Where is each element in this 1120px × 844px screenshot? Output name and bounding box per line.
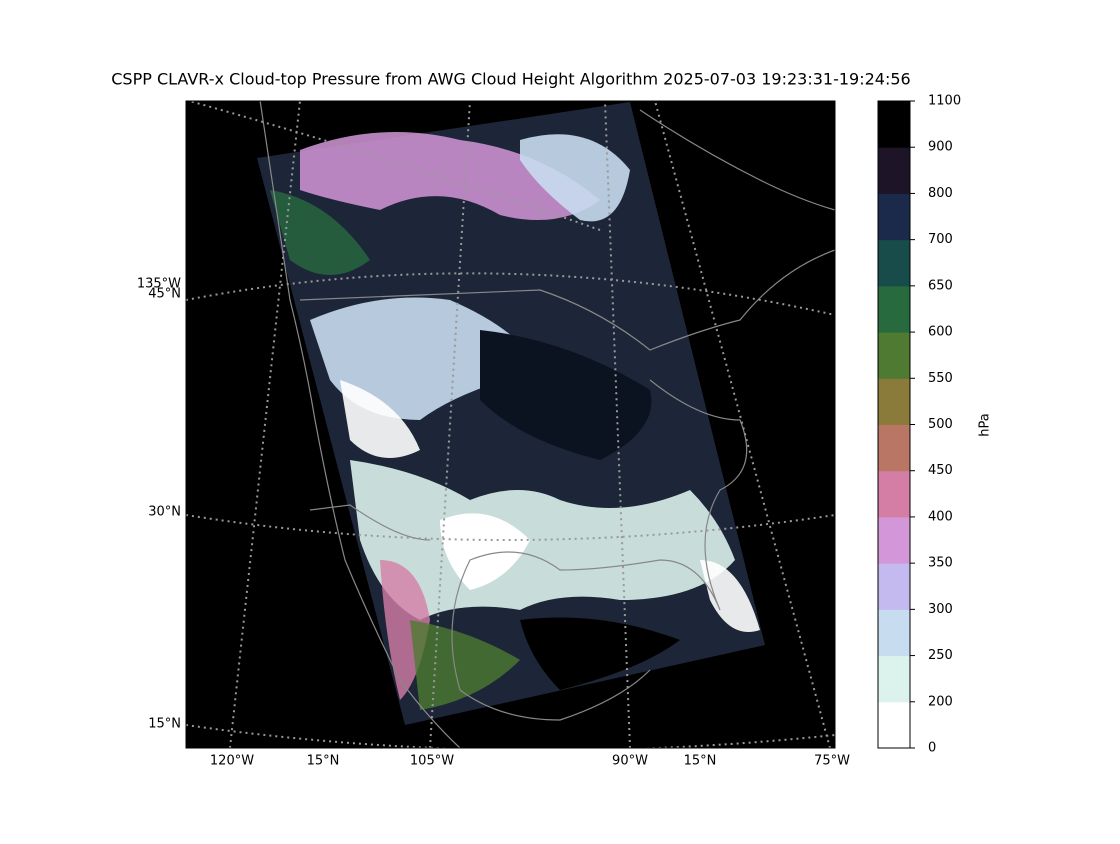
map-label: 15°N	[307, 754, 340, 769]
colorbar-tick-label: 0	[928, 741, 936, 756]
map-label: 135°W	[137, 277, 181, 292]
map-label: 90°W	[612, 754, 648, 769]
graticule	[186, 101, 835, 748]
map	[186, 101, 835, 748]
map-label: 15°N	[684, 754, 717, 769]
colorbar-tick-label: 900	[928, 140, 953, 155]
colorbar-swatch	[878, 378, 910, 425]
colorbar-tick-label: 550	[928, 371, 953, 386]
colorbar-swatch	[878, 193, 910, 241]
map-frame	[185, 100, 836, 749]
colorbar-swatch	[878, 147, 910, 194]
title: CSPP CLAVR-x Cloud-top Pressure from AWG…	[111, 70, 910, 89]
colorbar-swatch	[878, 285, 910, 333]
map-label: 15°N	[148, 717, 181, 732]
colorbar-swatch	[878, 332, 910, 379]
map-label: 120°W	[210, 754, 254, 769]
colorbar-tick-label: 300	[928, 602, 953, 617]
colorbar-swatch	[878, 701, 910, 749]
map-label: 105°W	[410, 754, 454, 769]
map-label: 75°W	[814, 754, 850, 769]
colorbar-tick-label: 650	[928, 278, 953, 293]
colorbar-tick-label: 250	[928, 648, 953, 663]
colorbar-swatch	[878, 424, 910, 472]
colorbar-label: hPa	[978, 413, 993, 436]
colorbar-swatch	[878, 239, 910, 287]
map-label: 45°N	[148, 287, 181, 302]
colorbar-swatch	[878, 655, 910, 703]
colorbar-tick-label: 800	[928, 186, 953, 201]
colorbar-tick-label: 350	[928, 556, 953, 571]
colorbar-tick-label: 450	[928, 463, 953, 478]
colorbar-swatch	[878, 470, 910, 518]
colorbar-tick-label: 400	[928, 509, 953, 524]
colorbar-swatch	[878, 609, 910, 657]
colorbar-swatch	[878, 516, 910, 564]
cloud-field	[270, 132, 760, 710]
colorbar-swatch	[878, 563, 910, 610]
colorbar-tick-label: 600	[928, 325, 953, 340]
colorbar-tick-label: 200	[928, 694, 953, 709]
colorbar-tick-label: 500	[928, 417, 953, 432]
coastlines	[259, 101, 835, 748]
map-label: 30°N	[148, 505, 181, 520]
colorbar-tick-label: 1100	[928, 94, 961, 109]
colorbar-tick-label: 700	[928, 232, 953, 247]
colorbar-swatch	[878, 101, 910, 148]
